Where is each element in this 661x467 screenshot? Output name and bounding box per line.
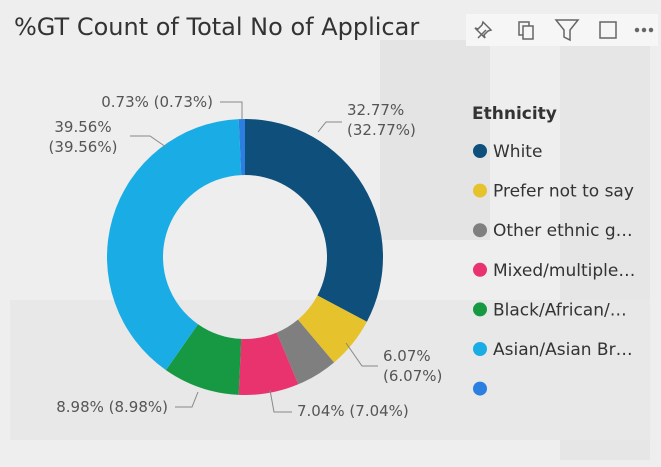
copy-icon-front[interactable] — [523, 26, 533, 39]
legend-marker — [473, 302, 487, 316]
more-dot[interactable] — [643, 29, 646, 32]
legend-label: Other ethnic g… — [493, 221, 633, 241]
chart-title: %GT Count of Total No of Applicar — [14, 13, 419, 41]
data-label: 39.56% (39.56%) — [40, 117, 126, 157]
background-building — [380, 40, 490, 240]
more-dot[interactable] — [650, 29, 653, 32]
legend-title: Ethnicity — [472, 104, 557, 124]
toolbar-bg — [466, 14, 658, 46]
data-label: 32.77% (32.77%) — [347, 100, 427, 140]
legend-marker — [473, 223, 487, 237]
legend-label: Black/African/… — [493, 300, 627, 320]
legend-label: Mixed/multiple… — [493, 261, 635, 281]
legend-label: White — [493, 142, 542, 162]
data-label: 0.73% (0.73%) — [101, 92, 213, 112]
screen: %GT Count of Total No of Applicar Ethnic… — [0, 0, 661, 467]
legend-marker — [473, 382, 487, 396]
legend-label: Prefer not to say — [493, 182, 634, 202]
toolbar[interactable] — [466, 14, 658, 46]
legend-marker — [473, 342, 487, 356]
legend-marker — [473, 263, 487, 277]
data-label: 6.07% (6.07%) — [383, 346, 453, 386]
more-dot[interactable] — [636, 29, 639, 32]
data-label: 7.04% (7.04%) — [297, 401, 409, 421]
legend-label: Asian/Asian Br… — [493, 340, 633, 360]
data-label: 8.98% (8.98%) — [56, 397, 168, 417]
legend-marker — [473, 144, 487, 158]
legend-marker — [473, 184, 487, 198]
